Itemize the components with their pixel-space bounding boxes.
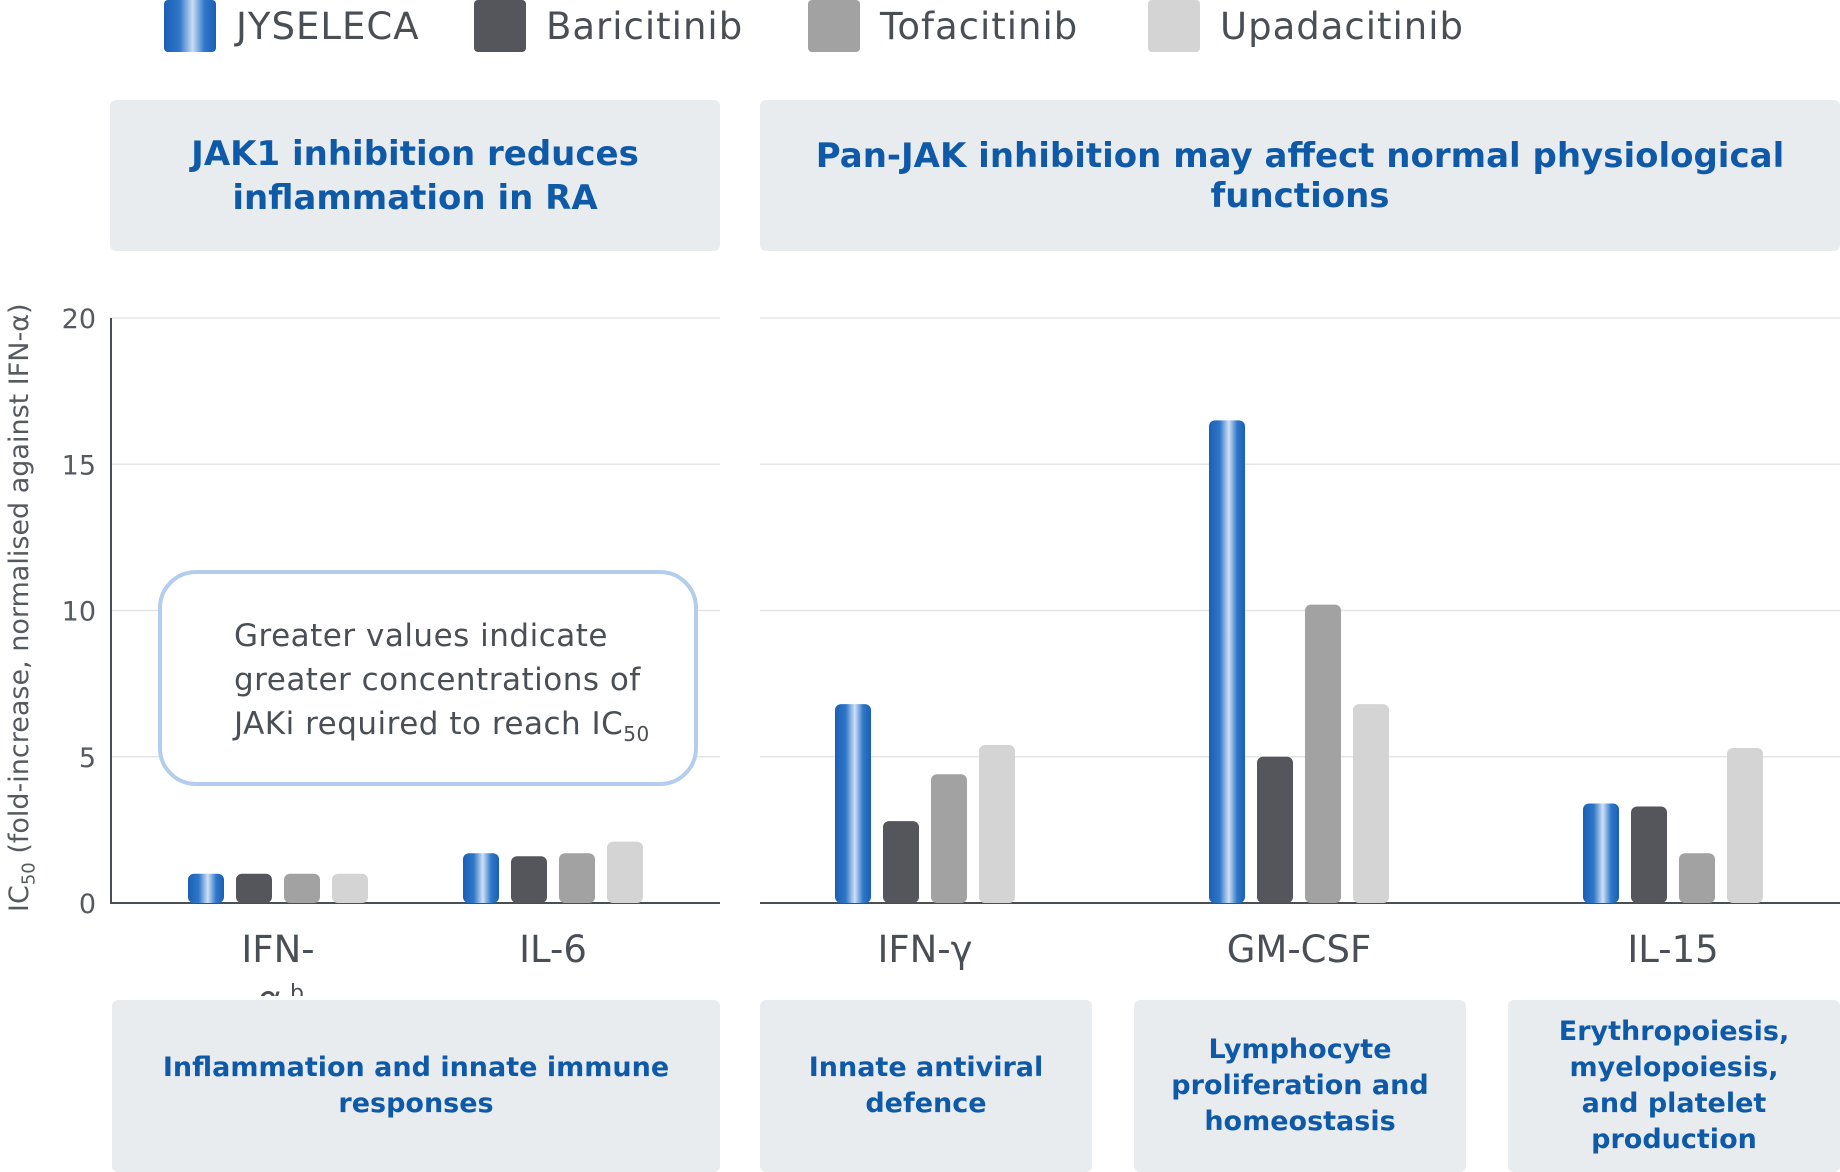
bar-baricitinib-il-15 bbox=[1631, 806, 1667, 903]
panel-text: Inflammation and innate immune responses bbox=[162, 1052, 670, 1119]
legend: JYSELECA Baricitinib Tofacitinib Upadaci… bbox=[0, 0, 1840, 60]
panel-text: homeostasis bbox=[1204, 1106, 1396, 1137]
bar-baricitinib-gm-csf bbox=[1257, 756, 1293, 903]
bar-upadacitinib-il-15 bbox=[1727, 747, 1763, 903]
y-tick-label: 10 bbox=[62, 597, 96, 628]
bottom-panel-erythropoiesis: Erythropoiesis, myelopoiesis, and platel… bbox=[1508, 1000, 1840, 1172]
x-tick-label: IL-6 bbox=[519, 928, 587, 971]
bar-tofacitinib-gm-csf bbox=[1305, 604, 1341, 903]
bar-upadacitinib-ifn- bbox=[979, 745, 1015, 903]
legend-swatch-jyseleca bbox=[164, 0, 216, 52]
bar-upadacitinib-ifn- bbox=[332, 873, 368, 903]
panel-text: Pan-JAK inhibition may affect normal phy… bbox=[815, 135, 1785, 216]
panel-text: JAK1 inhibition reduces bbox=[191, 133, 639, 174]
y-tick-label: 20 bbox=[62, 304, 96, 335]
top-panel-left: JAK1 inhibition reduces inflammation in … bbox=[110, 100, 720, 251]
note-line: Greater values indicate bbox=[234, 618, 608, 654]
panel-text: inflammation in RA bbox=[232, 177, 598, 218]
panel-text: proliferation and bbox=[1171, 1070, 1429, 1101]
legend-swatch-baricitinib bbox=[474, 0, 526, 52]
panel-text: Innate antiviral bbox=[808, 1052, 1044, 1083]
bar-tofacitinib-ifn- bbox=[931, 774, 967, 903]
panel-text: Erythropoiesis, bbox=[1558, 1016, 1790, 1047]
bar-baricitinib-ifn- bbox=[883, 821, 919, 903]
bar-upadacitinib-il-6 bbox=[607, 841, 643, 903]
legend-label: JYSELECA bbox=[236, 4, 420, 48]
x-tick-label: IFN- bbox=[241, 928, 314, 971]
panel-text: defence bbox=[865, 1088, 987, 1119]
legend-swatch-tofacitinib bbox=[808, 0, 860, 52]
bar-jyseleca-il-15 bbox=[1583, 803, 1619, 903]
bar-baricitinib-ifn- bbox=[236, 873, 272, 903]
panel-text: myelopoiesis, bbox=[1569, 1052, 1779, 1083]
legend-item-jyseleca: JYSELECA bbox=[164, 0, 420, 52]
legend-item-baricitinib: Baricitinib bbox=[474, 0, 743, 52]
note-sub: 50 bbox=[623, 722, 650, 747]
bar-jyseleca-ifn- bbox=[835, 704, 871, 903]
y-axis-label-sub: 50 bbox=[18, 862, 40, 886]
bottom-panel-lymphocyte: Lymphocyte proliferation and homeostasis bbox=[1134, 1000, 1466, 1172]
y-tick-label: 15 bbox=[62, 450, 96, 481]
legend-swatch-upadacitinib bbox=[1148, 0, 1200, 52]
label-clip-mask bbox=[0, 996, 1840, 1000]
legend-label: Upadacitinib bbox=[1220, 4, 1465, 48]
bottom-panel-inflammation: Inflammation and innate immune responses bbox=[112, 1000, 720, 1172]
bar-tofacitinib-ifn- bbox=[284, 873, 320, 903]
bar-jyseleca-il-6 bbox=[463, 853, 499, 903]
legend-label: Tofacitinib bbox=[880, 4, 1079, 48]
legend-item-upadacitinib: Upadacitinib bbox=[1148, 0, 1464, 52]
bar-jyseleca-ifn- bbox=[188, 873, 224, 903]
top-panel-right: Pan-JAK inhibition may affect normal phy… bbox=[760, 100, 1840, 251]
note-box: Greater values indicate greater concentr… bbox=[158, 570, 698, 786]
panel-text: Lymphocyte bbox=[1208, 1034, 1392, 1065]
bar-upadacitinib-gm-csf bbox=[1353, 704, 1389, 903]
bar-baricitinib-il-6 bbox=[511, 856, 547, 903]
y-tick-label: 0 bbox=[79, 889, 96, 920]
bar-tofacitinib-il-6 bbox=[559, 853, 595, 903]
bar-jyseleca-gm-csf bbox=[1209, 420, 1245, 903]
y-axis-label-text: IC bbox=[4, 885, 35, 912]
note-line: greater concentrations of bbox=[234, 662, 641, 698]
x-tick-label: IFN-γ bbox=[877, 928, 972, 971]
legend-label: Baricitinib bbox=[546, 4, 744, 48]
x-tick-label: GM-CSF bbox=[1227, 928, 1372, 971]
legend-item-tofacitinib: Tofacitinib bbox=[808, 0, 1078, 52]
bottom-panel-antiviral: Innate antiviral defence bbox=[760, 1000, 1092, 1172]
x-tick-label: IL-15 bbox=[1627, 928, 1718, 971]
bar-tofacitinib-il-15 bbox=[1679, 853, 1715, 903]
note-line: JAKi required to reach IC50 bbox=[234, 706, 650, 747]
y-axis-label-text: (fold-increase, normalised against IFN-α… bbox=[4, 303, 35, 863]
y-tick-label: 5 bbox=[79, 743, 96, 774]
panel-text: and platelet production bbox=[1581, 1088, 1767, 1155]
